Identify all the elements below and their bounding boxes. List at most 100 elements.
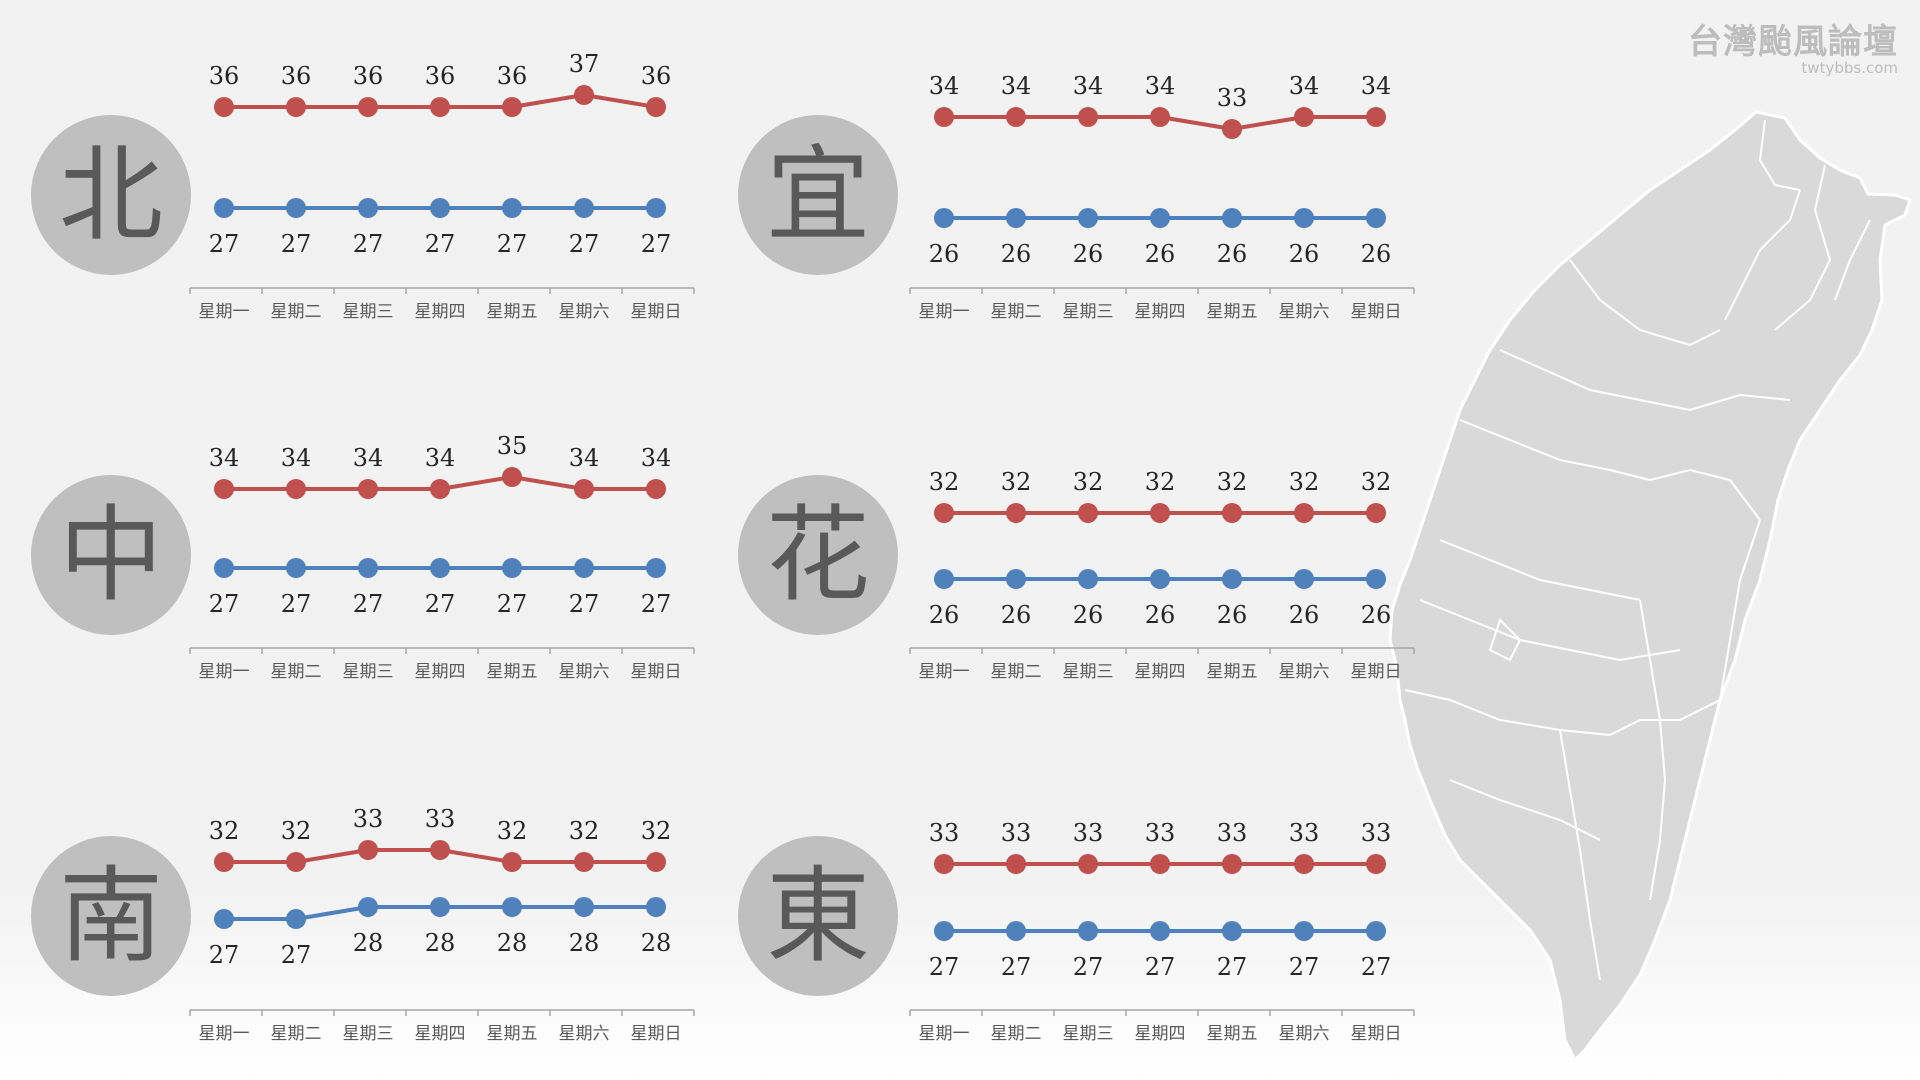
data-label: 27	[641, 590, 672, 618]
x-tick-label: 星期二	[991, 302, 1042, 322]
data-label: 27	[209, 230, 240, 258]
region-badge	[738, 836, 898, 996]
map-region-border	[1649, 468, 1761, 521]
data-label: 32	[209, 817, 240, 845]
data-label: 33	[1361, 819, 1392, 847]
x-tick-label: 星期日	[1351, 1024, 1402, 1044]
data-label: 27	[1361, 953, 1392, 981]
data-label: 26	[1001, 240, 1032, 268]
map-region-border	[1488, 618, 1522, 662]
x-tick-label: 星期二	[271, 662, 322, 682]
map-outline	[1388, 110, 1912, 1063]
data-point	[1078, 107, 1098, 127]
region-badge	[31, 836, 191, 996]
x-tick-label: 星期一	[199, 662, 250, 682]
data-point	[574, 558, 594, 578]
data-point	[646, 479, 666, 499]
data-point	[214, 852, 234, 872]
data-point	[430, 198, 450, 218]
data-label: 27	[1145, 953, 1176, 981]
data-label: 27	[281, 230, 312, 258]
data-label: 33	[425, 805, 456, 833]
data-point	[502, 897, 522, 917]
data-label: 28	[641, 929, 672, 957]
x-tick-label: 星期四	[415, 662, 466, 682]
data-label: 34	[641, 444, 672, 472]
data-label: 33	[1001, 819, 1032, 847]
data-label: 32	[281, 817, 312, 845]
data-label: 27	[209, 941, 240, 969]
data-label: 26	[1217, 240, 1248, 268]
data-label: 34	[353, 444, 384, 472]
data-label: 26	[1217, 601, 1248, 629]
data-point	[1366, 208, 1386, 228]
brand-title: 台灣颱風論壇	[1688, 22, 1898, 62]
data-point	[214, 479, 234, 499]
region-name: 東	[766, 855, 870, 977]
data-point	[1078, 503, 1098, 523]
data-label: 26	[929, 601, 960, 629]
map-region-border	[1758, 119, 1801, 191]
data-point	[1366, 921, 1386, 941]
data-point	[1006, 569, 1026, 589]
x-tick-label: 星期二	[271, 1024, 322, 1044]
data-label: 26	[929, 240, 960, 268]
data-label: 28	[425, 929, 456, 957]
data-label: 32	[569, 817, 600, 845]
data-label: 33	[1217, 819, 1248, 847]
data-point	[574, 852, 594, 872]
data-point	[286, 97, 306, 117]
data-point	[1078, 921, 1098, 941]
data-label: 34	[1361, 72, 1392, 100]
data-label: 26	[1073, 601, 1104, 629]
region-badge	[738, 475, 898, 635]
x-tick-label: 星期一	[919, 302, 970, 322]
data-label: 27	[1073, 953, 1104, 981]
data-point	[358, 840, 378, 860]
data-label: 27	[497, 590, 528, 618]
data-point	[1222, 503, 1242, 523]
x-tick-label: 星期五	[487, 1024, 538, 1044]
data-point	[934, 107, 954, 127]
data-point	[1150, 107, 1170, 127]
data-label: 33	[929, 819, 960, 847]
data-point	[1078, 854, 1098, 874]
data-point	[1222, 921, 1242, 941]
data-point	[1078, 208, 1098, 228]
data-label: 27	[425, 590, 456, 618]
region-name: 花	[766, 494, 870, 616]
data-label: 36	[353, 62, 384, 90]
data-label: 27	[353, 590, 384, 618]
data-label: 32	[1145, 468, 1176, 496]
x-tick-label: 星期三	[343, 302, 394, 322]
data-point	[286, 198, 306, 218]
map-region-border	[1559, 729, 1601, 981]
data-label: 36	[641, 62, 672, 90]
data-label: 27	[281, 590, 312, 618]
data-point	[358, 97, 378, 117]
data-point	[1366, 503, 1386, 523]
data-point	[286, 909, 306, 929]
x-tick-label: 星期日	[631, 662, 682, 682]
data-point	[502, 97, 522, 117]
x-tick-label: 星期三	[1063, 662, 1114, 682]
data-label: 34	[929, 72, 960, 100]
data-point	[1006, 107, 1026, 127]
data-point	[1294, 208, 1314, 228]
data-label: 32	[1289, 468, 1320, 496]
data-point	[934, 854, 954, 874]
data-label: 36	[209, 62, 240, 90]
x-tick-label: 星期六	[559, 302, 610, 322]
x-tick-label: 星期日	[631, 1024, 682, 1044]
data-point	[1006, 503, 1026, 523]
data-point	[1294, 854, 1314, 874]
data-label: 33	[1289, 819, 1320, 847]
x-tick-label: 星期五	[1207, 1024, 1258, 1044]
data-point	[646, 897, 666, 917]
data-label: 27	[209, 590, 240, 618]
data-label: 26	[1001, 601, 1032, 629]
data-point	[430, 97, 450, 117]
data-label: 34	[281, 444, 312, 472]
data-point	[286, 558, 306, 578]
